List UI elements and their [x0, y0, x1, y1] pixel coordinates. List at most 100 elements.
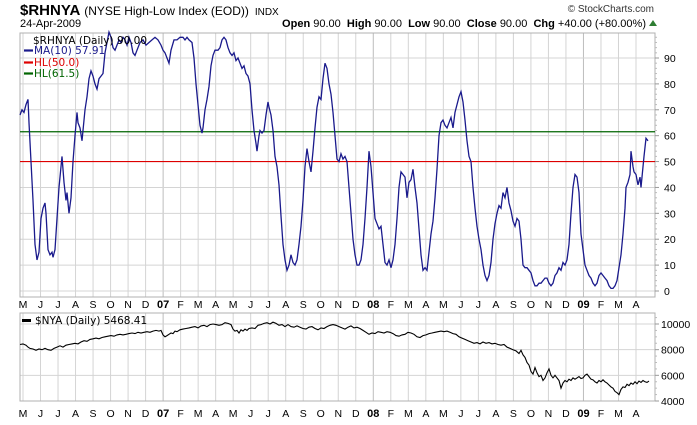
x-month-label: S: [510, 299, 517, 311]
x-month-label: J: [476, 299, 481, 311]
y-tick-label: 30: [664, 208, 676, 220]
high-label: High: [346, 18, 372, 30]
upper-legend: $RHNYA (Daily) 90.00 MA(10) 57.91 HL(50.…: [24, 35, 147, 80]
x-month-label: N: [124, 408, 132, 420]
x-month-label: M: [194, 299, 203, 311]
x-axis-upper: M J J A S O N D 07 F M A M J J A S O N D 08 F M A M J J A S O N D 09 F M A: [19, 299, 640, 311]
x-month-label: M: [439, 408, 448, 420]
x-month-label: M: [404, 408, 413, 420]
y-tick-label: 10000: [661, 319, 690, 331]
x-month-label: J: [266, 408, 271, 420]
close-label: Close: [466, 18, 497, 30]
nya-line: [19, 321, 650, 396]
x-month-label: N: [545, 299, 553, 311]
x-month-label: A: [422, 299, 429, 311]
x-month-label: N: [334, 299, 342, 311]
lower-legend: $NYA (Daily) 5468.41: [22, 315, 147, 327]
x-month-label: M: [614, 408, 623, 420]
chart-date: 24-Apr-2009: [20, 18, 82, 30]
legend-hl615: HL(61.5): [34, 68, 79, 80]
x-month-label: F: [177, 299, 183, 311]
x-month-label: J: [248, 408, 253, 420]
y-tick-label: 4000: [661, 396, 685, 408]
x-month-label: J: [55, 299, 60, 311]
x-month-label: N: [124, 299, 132, 311]
x-month-label: J: [458, 408, 463, 420]
low-label: Low: [408, 18, 431, 30]
x-month-label: F: [388, 408, 394, 420]
legend-ma: MA(10) 57.91: [34, 45, 105, 57]
low-value: 90.00: [433, 18, 461, 30]
x-month-label: S: [90, 299, 97, 311]
x-month-label: O: [527, 299, 535, 311]
x-month-label: A: [72, 299, 79, 311]
chg-label: Chg: [533, 18, 555, 30]
x-month-label: A: [282, 408, 289, 420]
x-month-label: D: [142, 299, 150, 311]
x-month-label: D: [142, 408, 150, 420]
x-month-label: A: [282, 299, 289, 311]
legend-hl50: HL(50.0): [34, 57, 79, 69]
symbol: $RHNYA: [20, 2, 81, 19]
lower-panel-border: [19, 312, 656, 402]
x-month-label: M: [19, 408, 28, 420]
x-month-label: N: [545, 408, 553, 420]
y-tick-label: 50: [664, 157, 676, 169]
x-month-label: O: [317, 299, 325, 311]
x-month-label: D: [562, 299, 570, 311]
x-month-label: M: [194, 408, 203, 420]
y-tick-label: 90: [664, 53, 676, 65]
legend-nya: $NYA (Daily) 5468.41: [35, 315, 147, 327]
x-month-label: A: [72, 408, 79, 420]
lower-y-axis: 10000 8000 6000 4000: [655, 317, 690, 408]
x-year-label: 08: [367, 299, 379, 311]
x-month-label: M: [439, 299, 448, 311]
x-month-label: D: [352, 299, 360, 311]
x-month-label: M: [229, 408, 238, 420]
y-tick-label: 6000: [661, 370, 685, 382]
x-month-label: J: [38, 408, 43, 420]
x-month-label: N: [334, 408, 342, 420]
x-month-label: J: [458, 299, 463, 311]
x-month-label: A: [212, 299, 219, 311]
x-month-label: F: [598, 408, 604, 420]
y-tick-label: 40: [664, 182, 676, 194]
exchange: INDX: [254, 7, 279, 18]
close-value: 90.00: [499, 18, 528, 30]
upper-panel-border: [19, 32, 656, 298]
upper-y-axis: 90 80 70 60 50 40 30 20 10 0: [655, 36, 676, 298]
x-year-label: 08: [367, 408, 379, 420]
y-tick-label: 60: [664, 131, 676, 143]
x-year-label: 09: [577, 299, 589, 311]
x-month-label: J: [38, 299, 43, 311]
x-month-label: M: [229, 299, 238, 311]
x-axis-lower: M J J A S O N D 07 F M A M J J A S O N D 08 F M A M J J A S O N D 09 F M A: [19, 408, 640, 420]
y-tick-label: 80: [664, 79, 676, 91]
x-month-label: A: [492, 408, 499, 420]
x-month-label: F: [388, 299, 394, 311]
x-year-label: 07: [157, 299, 169, 311]
legend-nya-swatch: [22, 319, 31, 322]
x-month-label: A: [422, 408, 429, 420]
legend-daily: $RHNYA (Daily) 90.00: [33, 35, 147, 47]
y-tick-label: 8000: [661, 345, 685, 357]
open-value: 90.00: [313, 18, 341, 30]
x-month-label: O: [527, 408, 535, 420]
x-month-label: O: [317, 408, 325, 420]
x-month-label: J: [248, 299, 253, 311]
x-month-label: J: [55, 408, 60, 420]
x-month-label: S: [510, 408, 517, 420]
chg-value: +40.00 (+80.00%): [557, 18, 646, 30]
x-month-label: M: [19, 299, 28, 311]
x-month-label: S: [90, 408, 97, 420]
y-tick-label: 10: [664, 260, 676, 272]
x-month-label: A: [212, 408, 219, 420]
rhnya-ma10-line: [19, 29, 649, 290]
x-year-label: 09: [577, 408, 589, 420]
x-month-label: F: [598, 299, 604, 311]
y-tick-label: 0: [664, 286, 670, 298]
x-month-label: A: [632, 408, 639, 420]
x-month-label: A: [492, 299, 499, 311]
x-month-label: M: [404, 299, 413, 311]
